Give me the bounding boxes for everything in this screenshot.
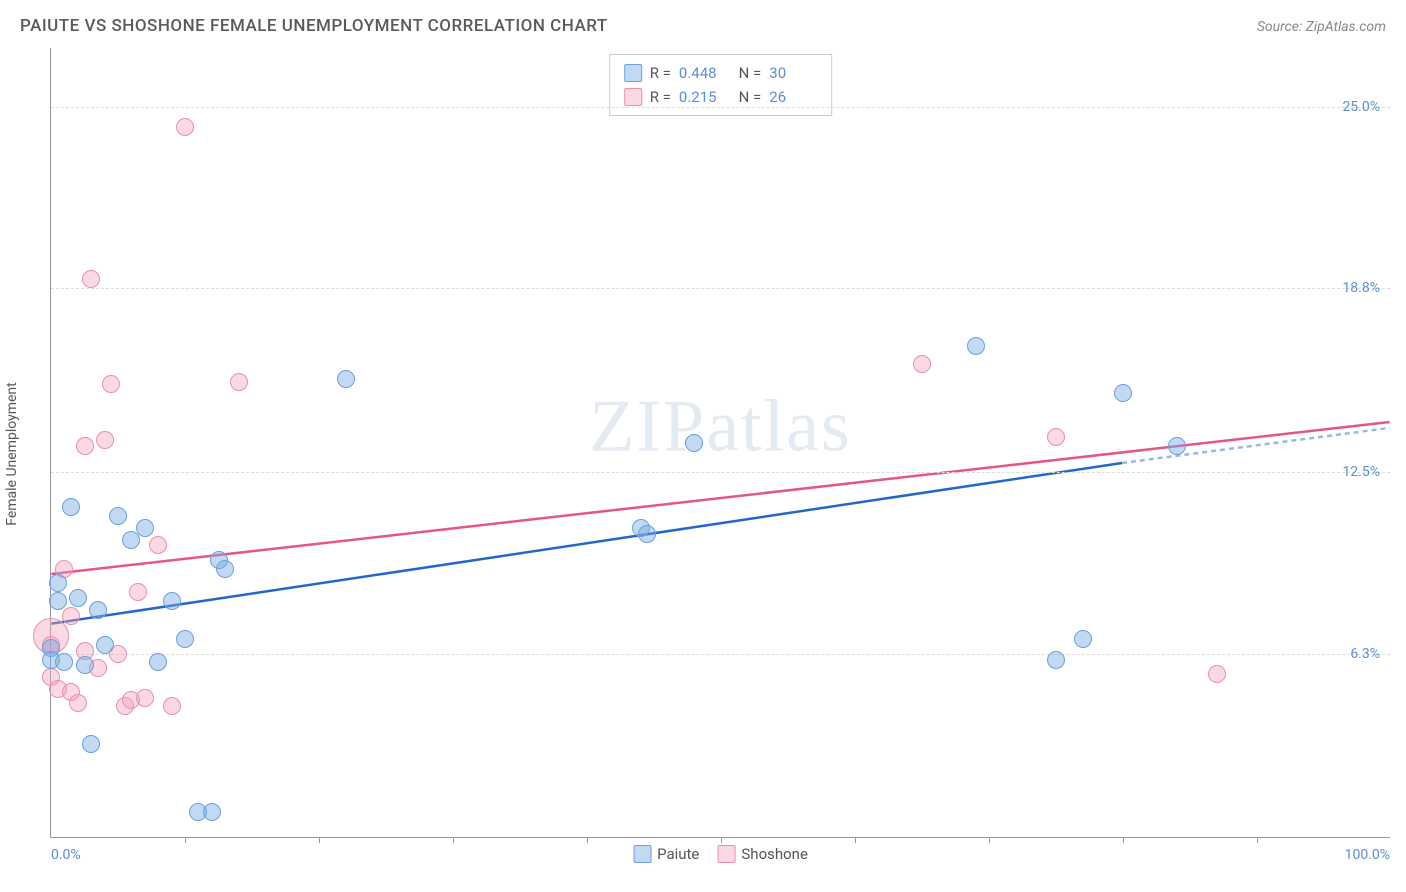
scatter-point-shoshone [76, 437, 94, 455]
scatter-chart: ZIPatlas R =0.448 N =30R =0.215 N =26 Pa… [50, 48, 1390, 838]
scatter-point-paiute [49, 574, 67, 592]
x-tick-mark [587, 837, 588, 843]
scatter-point-shoshone [149, 536, 167, 554]
n-label: N = [735, 85, 761, 109]
chart-title: PAIUTE VS SHOSHONE FEMALE UNEMPLOYMENT C… [20, 16, 608, 36]
scatter-point-paiute [1047, 651, 1065, 669]
swatch-icon [633, 845, 651, 863]
scatter-point-paiute [62, 498, 80, 516]
scatter-point-paiute [55, 653, 73, 671]
legend-label: Shoshone [741, 845, 808, 863]
scatter-point-paiute [149, 653, 167, 671]
n-label: N = [735, 61, 761, 85]
swatch-icon [624, 64, 642, 82]
scatter-point-paiute [136, 519, 154, 537]
scatter-point-shoshone [1047, 428, 1065, 446]
scatter-point-paiute [89, 601, 107, 619]
scatter-point-paiute [1114, 384, 1132, 402]
scatter-point-paiute [337, 370, 355, 388]
scatter-point-paiute [1074, 630, 1092, 648]
stats-row: R = 0.448 N = 30 [624, 61, 818, 85]
watermark: ZIPatlas [589, 384, 852, 469]
x-tick-label: 0.0% [51, 847, 81, 863]
r-label: R = [650, 61, 671, 85]
swatch-icon [624, 88, 642, 106]
scatter-point-shoshone [1208, 665, 1226, 683]
stats-row: R = 0.215 N = 26 [624, 85, 818, 109]
legend-item: Paiute [633, 845, 699, 863]
scatter-point-paiute [203, 803, 221, 821]
legend-label: Paiute [657, 845, 699, 863]
r-value: 0.215 [679, 85, 727, 109]
scatter-point-shoshone [913, 355, 931, 373]
r-label: R = [650, 85, 671, 109]
scatter-point-shoshone [176, 118, 194, 136]
gridline [51, 472, 1390, 473]
scatter-point-paiute [76, 656, 94, 674]
scatter-point-shoshone [82, 270, 100, 288]
scatter-point-paiute [163, 592, 181, 610]
scatter-point-shoshone [230, 373, 248, 391]
gridline [51, 288, 1390, 289]
scatter-point-shoshone [136, 689, 154, 707]
scatter-point-shoshone [129, 583, 147, 601]
x-tick-mark [185, 837, 186, 843]
scatter-point-paiute [967, 337, 985, 355]
legend-item: Shoshone [717, 845, 808, 863]
trend-lines [51, 48, 1390, 837]
gridline [51, 107, 1390, 108]
legend: Paiute Shoshone [633, 845, 808, 863]
x-tick-mark [319, 837, 320, 843]
chart-header: PAIUTE VS SHOSHONE FEMALE UNEMPLOYMENT C… [20, 16, 1386, 36]
y-tick-label: 25.0% [1342, 99, 1380, 115]
x-tick-mark [1257, 837, 1258, 843]
scatter-point-paiute [82, 735, 100, 753]
scatter-point-paiute [96, 636, 114, 654]
y-tick-label: 6.3% [1350, 646, 1380, 662]
gridline [51, 654, 1390, 655]
scatter-point-paiute [176, 630, 194, 648]
scatter-point-shoshone [102, 375, 120, 393]
scatter-point-paiute [109, 507, 127, 525]
r-value: 0.448 [679, 61, 727, 85]
y-axis-label: Female Unemployment [4, 382, 20, 526]
scatter-point-shoshone [69, 694, 87, 712]
scatter-point-paiute [69, 589, 87, 607]
source-attribution: Source: ZipAtlas.com [1257, 19, 1386, 35]
scatter-point-paiute [216, 560, 234, 578]
y-tick-label: 12.5% [1342, 464, 1380, 480]
x-tick-mark [1123, 837, 1124, 843]
n-value: 26 [769, 85, 817, 109]
x-tick-mark [989, 837, 990, 843]
scatter-point-shoshone [163, 697, 181, 715]
x-tick-mark [855, 837, 856, 843]
y-tick-label: 18.8% [1342, 280, 1380, 296]
x-tick-mark [453, 837, 454, 843]
x-tick-label: 100.0% [1345, 847, 1390, 863]
scatter-point-paiute [49, 592, 67, 610]
scatter-point-paiute [1168, 437, 1186, 455]
scatter-point-paiute [638, 525, 656, 543]
swatch-icon [717, 845, 735, 863]
scatter-point-shoshone [96, 431, 114, 449]
scatter-point-shoshone [62, 607, 80, 625]
scatter-point-paiute [685, 434, 703, 452]
x-tick-mark [721, 837, 722, 843]
n-value: 30 [769, 61, 817, 85]
